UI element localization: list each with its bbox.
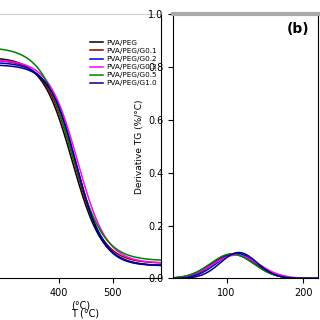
PVA/PEG/G1.0	[164, 264, 168, 268]
PVA/PEG/G0.1	[122, 255, 126, 259]
Line: PVA/PEG/G0.1: PVA/PEG/G0.1	[0, 60, 166, 263]
PVA/PEG	[70, 159, 74, 163]
PVA/PEG/G1.0	[37, 74, 41, 78]
PVA/PEG/G0.3	[23, 63, 27, 67]
Legend: PVA/PEG, PVA/PEG/G0.1, PVA/PEG/G0.2, PVA/PEG/G0.3, PVA/PEG/G0.5, PVA/PEG/G1.0: PVA/PEG, PVA/PEG/G0.1, PVA/PEG/G0.2, PVA…	[89, 39, 157, 87]
Line: PVA/PEG/G1.0: PVA/PEG/G1.0	[0, 65, 166, 266]
PVA/PEG/G0.2	[164, 264, 168, 268]
PVA/PEG/G1.0	[94, 225, 98, 229]
PVA/PEG/G0.2	[122, 258, 126, 261]
PVA/PEG/G0.1	[107, 245, 111, 249]
PVA/PEG/G1.0	[70, 147, 74, 151]
Text: T (°C): T (°C)	[71, 309, 99, 319]
PVA/PEG/G0.5	[70, 152, 74, 156]
Y-axis label: Derivative TG (%/°C): Derivative TG (%/°C)	[135, 99, 144, 194]
PVA/PEG	[23, 64, 27, 68]
PVA/PEG/G0.3	[37, 71, 41, 75]
PVA/PEG/G0.2	[23, 65, 27, 69]
PVA/PEG/G0.3	[164, 261, 168, 265]
PVA/PEG/G0.5	[122, 251, 126, 255]
PVA/PEG/G0.1	[94, 224, 98, 228]
PVA/PEG	[94, 228, 98, 231]
PVA/PEG/G0.5	[23, 55, 27, 59]
Line: PVA/PEG/G0.3: PVA/PEG/G0.3	[0, 60, 166, 263]
PVA/PEG/G0.2	[107, 246, 111, 250]
PVA/PEG/G1.0	[107, 248, 111, 252]
X-axis label: (°C): (°C)	[71, 301, 90, 311]
PVA/PEG/G0.3	[107, 241, 111, 244]
PVA/PEG	[122, 257, 126, 261]
Line: PVA/PEG/G0.5: PVA/PEG/G0.5	[0, 49, 166, 260]
PVA/PEG/G0.3	[70, 140, 74, 144]
PVA/PEG/G0.5	[37, 67, 41, 71]
PVA/PEG	[107, 247, 111, 251]
PVA/PEG/G0.2	[70, 148, 74, 152]
PVA/PEG	[37, 75, 41, 79]
Line: PVA/PEG: PVA/PEG	[0, 58, 166, 265]
PVA/PEG/G1.0	[122, 258, 126, 262]
Line: PVA/PEG/G0.2: PVA/PEG/G0.2	[0, 63, 166, 266]
PVA/PEG/G0.1	[70, 154, 74, 157]
PVA/PEG/G0.1	[164, 261, 168, 265]
PVA/PEG/G0.5	[107, 241, 111, 244]
PVA/PEG/G0.5	[164, 258, 168, 262]
PVA/PEG	[164, 263, 168, 267]
PVA/PEG/G0.3	[122, 253, 126, 257]
PVA/PEG/G0.2	[94, 224, 98, 228]
PVA/PEG/G0.2	[37, 73, 41, 77]
PVA/PEG/G0.5	[94, 220, 98, 224]
PVA/PEG/G0.3	[94, 216, 98, 220]
Text: (b): (b)	[286, 22, 309, 36]
PVA/PEG/G0.1	[37, 74, 41, 78]
PVA/PEG/G0.1	[23, 64, 27, 68]
PVA/PEG/G1.0	[23, 67, 27, 71]
